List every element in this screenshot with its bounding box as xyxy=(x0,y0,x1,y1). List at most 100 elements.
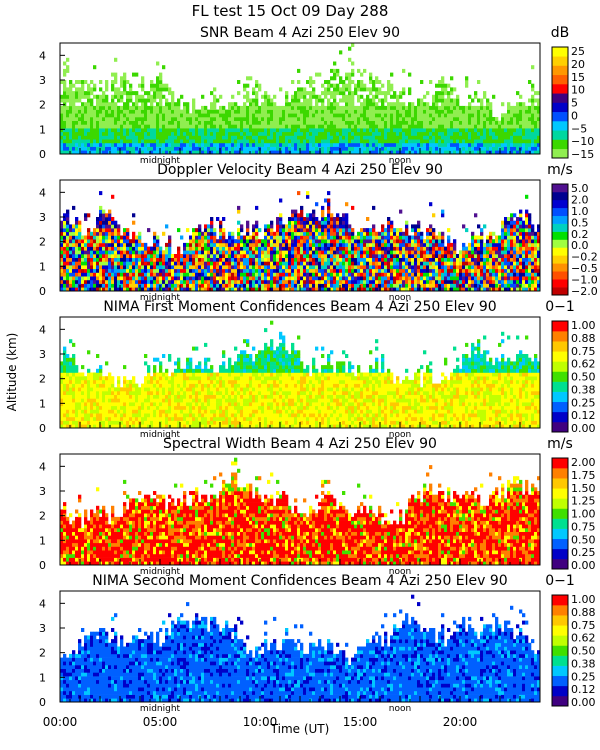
heatmap-cell xyxy=(282,257,286,262)
heatmap-cell xyxy=(84,287,88,292)
heatmap-cell xyxy=(489,124,493,129)
heatmap-cell xyxy=(240,261,244,266)
heatmap-cell xyxy=(183,128,187,133)
heatmap-cell xyxy=(186,228,190,233)
heatmap-cell xyxy=(438,117,442,121)
heatmap-cell xyxy=(264,139,268,144)
heatmap-cell xyxy=(528,120,532,125)
heatmap-cell xyxy=(324,231,328,236)
heatmap-cell xyxy=(444,265,448,270)
heatmap-cell xyxy=(300,131,304,136)
heatmap-cell xyxy=(213,265,217,270)
heatmap-cell xyxy=(225,283,229,288)
heatmap-cell xyxy=(285,124,289,129)
heatmap-cell xyxy=(360,146,364,151)
heatmap-cell xyxy=(384,254,388,258)
heatmap-cell xyxy=(450,76,454,81)
heatmap-cell xyxy=(108,224,112,229)
heatmap-cell xyxy=(495,139,499,144)
heatmap-cell xyxy=(231,105,235,110)
heatmap-cell xyxy=(315,117,319,121)
heatmap-cell xyxy=(102,254,106,258)
heatmap-cell xyxy=(156,94,160,99)
heatmap-cell xyxy=(432,250,436,255)
heatmap-cell xyxy=(207,272,211,277)
heatmap-cell xyxy=(171,142,175,147)
heatmap-cell xyxy=(189,268,193,273)
heatmap-cell xyxy=(180,261,184,266)
heatmap-cell xyxy=(507,139,511,144)
heatmap-cell xyxy=(405,128,409,133)
heatmap-cell xyxy=(324,87,328,92)
heatmap-cell xyxy=(498,128,502,133)
heatmap-cell xyxy=(522,109,526,114)
heatmap-cell xyxy=(264,91,268,96)
heatmap-cell xyxy=(96,124,100,129)
heatmap-cell xyxy=(138,135,142,140)
heatmap-cell xyxy=(450,91,454,96)
heatmap-cell xyxy=(348,135,352,140)
heatmap-cell xyxy=(300,250,304,255)
heatmap-cell xyxy=(246,220,250,225)
heatmap-cell xyxy=(366,235,370,240)
heatmap-cell xyxy=(447,265,451,270)
heatmap-cell xyxy=(174,268,178,273)
heatmap-cell xyxy=(321,131,325,136)
heatmap-cell xyxy=(114,220,118,225)
heatmap-cell xyxy=(309,268,313,273)
heatmap-cell xyxy=(420,254,424,258)
heatmap-cell xyxy=(198,113,202,118)
heatmap-cell xyxy=(138,131,142,136)
heatmap-cell xyxy=(294,117,298,121)
heatmap-cell xyxy=(531,94,535,99)
heatmap-cell xyxy=(162,83,166,88)
heatmap-cell xyxy=(231,142,235,147)
heatmap-cell xyxy=(168,239,172,244)
heatmap-cell xyxy=(303,224,307,229)
heatmap-cell xyxy=(153,131,157,136)
heatmap-cell xyxy=(399,139,403,144)
heatmap-cell xyxy=(477,128,481,133)
heatmap-cell xyxy=(150,279,154,284)
heatmap-cell xyxy=(351,254,355,258)
heatmap-cell xyxy=(318,128,322,133)
heatmap-cell xyxy=(351,102,355,107)
heatmap-cell xyxy=(108,235,112,240)
heatmap-cell xyxy=(447,250,451,255)
heatmap-cell xyxy=(336,272,340,277)
heatmap-cell xyxy=(219,242,223,247)
heatmap-cell xyxy=(318,231,322,236)
heatmap-cell xyxy=(138,254,142,258)
heatmap-cell xyxy=(72,231,76,236)
heatmap-cell xyxy=(177,146,181,151)
heatmap-cell xyxy=(357,139,361,144)
heatmap-cell xyxy=(180,135,184,140)
heatmap-cell xyxy=(270,131,274,136)
heatmap-cell xyxy=(501,139,505,144)
heatmap-cell xyxy=(216,283,220,288)
heatmap-cell xyxy=(153,135,157,140)
heatmap-cell xyxy=(534,109,538,114)
heatmap-cell xyxy=(372,139,376,144)
heatmap-cell xyxy=(291,113,295,118)
heatmap-cell xyxy=(162,65,166,70)
heatmap-cell xyxy=(519,131,523,136)
heatmap-cell xyxy=(375,139,379,144)
heatmap-cell xyxy=(90,257,94,262)
heatmap-cell xyxy=(441,135,445,140)
heatmap-cell xyxy=(72,135,76,140)
heatmap-cell xyxy=(231,102,235,107)
heatmap-cell xyxy=(177,272,181,277)
heatmap-cell xyxy=(357,246,361,251)
heatmap-cell xyxy=(306,124,310,129)
heatmap-cell xyxy=(342,257,346,262)
heatmap-cell xyxy=(408,124,412,129)
heatmap-cell xyxy=(411,279,415,284)
heatmap-cell xyxy=(249,128,253,133)
heatmap-cell xyxy=(333,105,337,110)
heatmap-cell xyxy=(138,231,142,236)
heatmap-cell xyxy=(81,91,85,96)
heatmap-cell xyxy=(375,150,379,155)
heatmap-cell xyxy=(222,276,226,281)
heatmap-cell xyxy=(159,120,163,125)
